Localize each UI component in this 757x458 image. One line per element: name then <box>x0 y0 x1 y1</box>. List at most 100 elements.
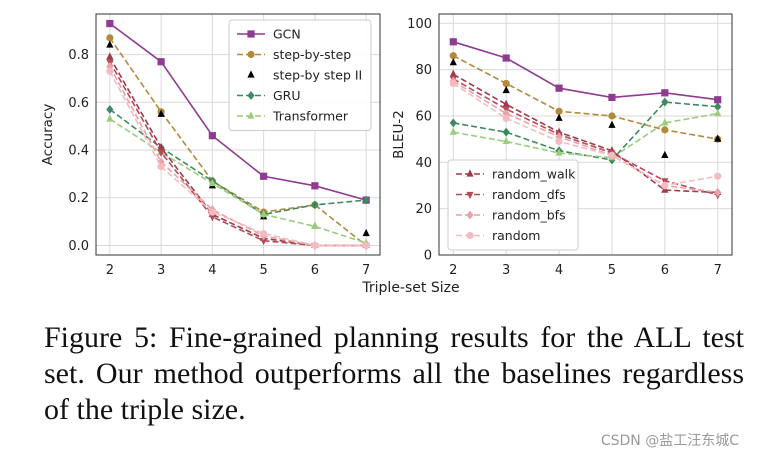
data-point <box>106 62 114 71</box>
data-point <box>608 120 616 128</box>
data-point <box>208 214 216 222</box>
data-point <box>106 67 114 75</box>
series-line <box>109 70 367 247</box>
legend-box <box>447 159 579 251</box>
series-line <box>453 101 718 161</box>
data-point <box>714 134 722 142</box>
series-line <box>109 37 367 247</box>
series-line <box>109 66 367 247</box>
data-point <box>311 221 319 229</box>
data-point <box>555 113 563 121</box>
y-tick-label: 20 <box>415 202 432 217</box>
data-point <box>362 195 370 205</box>
legend-marker <box>466 231 474 240</box>
y-tick-label: 0.6 <box>68 96 89 111</box>
data-point <box>555 148 563 156</box>
data-point <box>449 79 457 88</box>
data-point <box>157 58 165 66</box>
data-point <box>502 136 510 145</box>
legend-box <box>228 19 372 131</box>
y-tick-label: 60 <box>415 109 432 124</box>
data-point <box>449 52 457 60</box>
x-tick-label: 3 <box>502 263 510 278</box>
legend-label: step-by-step <box>273 47 351 62</box>
series-line <box>452 80 718 194</box>
data-point <box>449 69 457 77</box>
legend-marker <box>247 30 255 38</box>
data-point <box>449 118 457 128</box>
data-point <box>502 109 510 119</box>
data-point <box>106 114 114 122</box>
data-point <box>714 96 722 104</box>
data-point <box>260 172 268 180</box>
x-tick-label: 5 <box>608 263 616 278</box>
data-point <box>260 229 268 238</box>
legend-label: random <box>492 228 540 243</box>
data-point <box>555 107 563 115</box>
data-point <box>502 85 510 94</box>
data-point <box>208 178 216 187</box>
data-point <box>661 118 669 126</box>
data-point <box>661 126 669 134</box>
legend-marker <box>247 50 255 59</box>
series-line <box>452 73 718 194</box>
legend-label: GRU <box>273 88 301 103</box>
y-tick-label: 0 <box>424 249 432 264</box>
x-tick-label: 7 <box>714 263 722 278</box>
y-tick-label: 0.0 <box>68 239 89 254</box>
series-line <box>109 56 367 247</box>
data-point <box>555 84 563 92</box>
series-line <box>453 41 718 101</box>
data-point <box>661 181 669 190</box>
chart-panel-accuracy: 0.0 0.2 0.4 0.6 0.8 2 3 4 5 6 7 Accuracy GCN step-by-… <box>40 13 381 278</box>
axes-frame <box>438 13 733 256</box>
y-axis-label: BLEU-2 <box>391 110 407 159</box>
legend-label: random_walk <box>492 167 576 182</box>
data-point <box>661 97 669 107</box>
data-point <box>449 58 457 66</box>
data-point <box>449 38 457 46</box>
data-point <box>311 182 319 190</box>
data-point <box>106 19 114 28</box>
legend: GCN step-by-step step-by step II GRU Transfo… <box>228 19 372 131</box>
data-point <box>208 132 216 140</box>
x-tick-label: 7 <box>362 263 370 278</box>
data-point <box>362 228 370 237</box>
data-point <box>502 79 510 88</box>
data-point <box>608 151 616 159</box>
data-point <box>157 163 165 171</box>
data-point <box>555 137 563 146</box>
data-point <box>311 200 319 210</box>
series-line <box>109 61 367 247</box>
data-point <box>661 150 669 158</box>
chart-panel-bleu: 0 20 40 60 80 100 2 3 4 5 6 7 BLEU-2 Triple-set Size r… <box>361 13 733 296</box>
data-point <box>106 52 114 60</box>
legend-marker <box>466 210 474 220</box>
data-point <box>208 208 216 216</box>
legend-marker <box>247 111 255 119</box>
series-line <box>452 54 718 140</box>
data-point <box>502 54 510 62</box>
y-tick-label: 100 <box>407 17 432 32</box>
data-point <box>661 89 669 97</box>
x-tick-label: 5 <box>259 263 267 278</box>
y-tick-label: 80 <box>415 63 432 78</box>
data-point <box>449 127 457 135</box>
y-tick-label: 0.8 <box>68 48 89 63</box>
series-random <box>449 79 722 190</box>
data-point <box>106 105 114 114</box>
legend-label: Transformer <box>272 109 349 124</box>
data-point <box>362 241 370 250</box>
series-line <box>452 78 718 196</box>
series-gcn <box>449 38 722 104</box>
legend-marker <box>247 70 255 78</box>
watermark: CSDN @盐工汪东城C <box>600 433 739 449</box>
series-line <box>109 22 367 201</box>
legend-label: GCN <box>273 27 301 42</box>
series-step-by-step-ii <box>449 58 722 158</box>
x-axis-label: Triple-set Size <box>361 280 459 296</box>
x-tick-label: 6 <box>661 263 669 278</box>
y-tick-label: 40 <box>415 156 432 171</box>
